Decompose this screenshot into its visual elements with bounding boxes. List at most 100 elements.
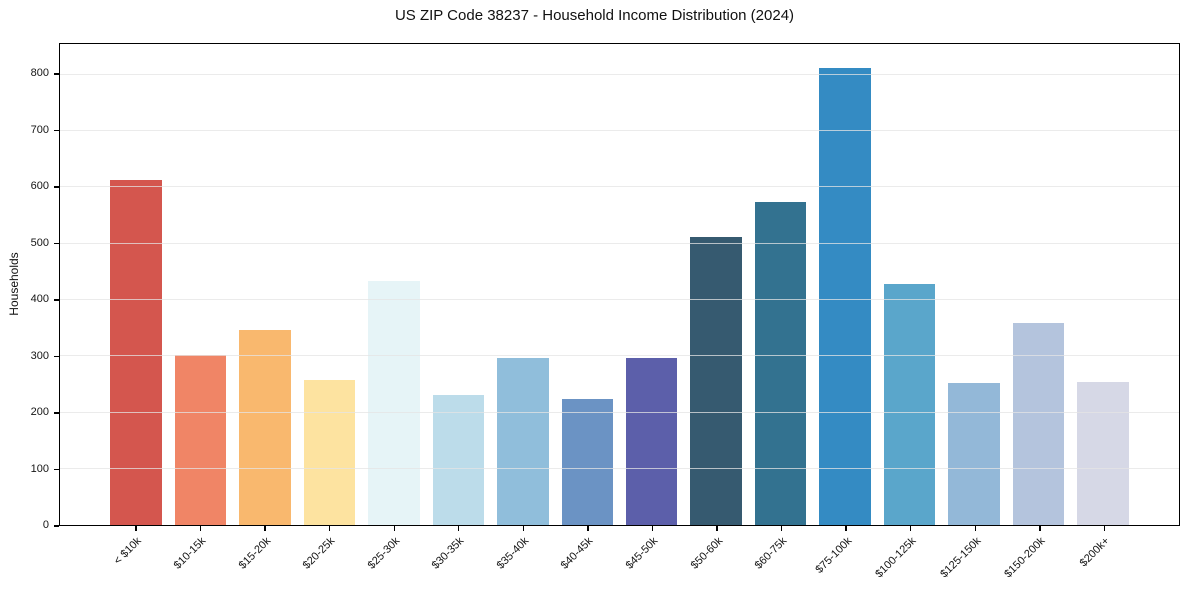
- plot-area: [59, 43, 1180, 526]
- x-slot: < $10k: [103, 526, 168, 590]
- x-tick-label: $200k+: [1077, 535, 1113, 570]
- x-tick-mark: [587, 526, 589, 531]
- bar-< $10k: [110, 180, 162, 525]
- bar-slot: [233, 44, 297, 525]
- x-tick-mark: [393, 526, 395, 531]
- x-tick-label: $150-200k: [1002, 535, 1048, 581]
- x-slot: $25-30k: [361, 526, 426, 590]
- x-tick-mark: [716, 526, 718, 531]
- x-slot: $60-75k: [749, 526, 814, 590]
- x-tick-label: $20-25k: [300, 535, 338, 572]
- y-axis: 0 100 200 300 400 500 600 700 800: [0, 43, 59, 531]
- x-axis: < $10k $10-15k $15-20k $20-25k $25-30k $30-35…: [59, 526, 1180, 590]
- bar-slot: [297, 44, 361, 525]
- x-tick-label: $100-125k: [873, 535, 919, 581]
- bar-$75-100k: [819, 68, 871, 525]
- x-slot: $75-100k: [813, 526, 878, 590]
- y-tick-label: 400: [30, 293, 49, 306]
- bar-slot: [168, 44, 232, 525]
- y-tick-label: 700: [30, 123, 49, 136]
- bar-$100-125k: [883, 284, 936, 525]
- x-tick-mark: [522, 526, 525, 531]
- y-tick-label: 600: [30, 180, 49, 193]
- gridline-200: [60, 411, 1179, 413]
- x-slot: $35-40k: [490, 526, 555, 590]
- x-slot: $150-200k: [1002, 526, 1072, 590]
- y-tick-mark: [54, 129, 59, 132]
- x-tick-label: $50-60k: [688, 535, 725, 572]
- bar-$30-35k: [432, 395, 485, 525]
- chart-title: US ZIP Code 38237 - Household Income Dis…: [394, 7, 795, 24]
- x-tick-label: $40-45k: [559, 535, 596, 572]
- x-slot: $100-125k: [873, 526, 943, 590]
- x-tick-mark: [845, 526, 847, 531]
- y-tick-mark: [54, 468, 59, 471]
- x-slot: $200k+: [1071, 526, 1136, 590]
- x-tick-label: $15-20k: [236, 535, 273, 572]
- x-slot: $125-150k: [938, 526, 1007, 590]
- bar-$200k+: [1077, 381, 1129, 525]
- bar-$40-45k: [561, 398, 614, 525]
- bar-slot: [555, 44, 619, 525]
- x-tick-mark: [199, 526, 202, 531]
- gridline-300: [60, 355, 1179, 357]
- x-slot: $45-50k: [620, 526, 685, 590]
- y-tick-mark: [54, 299, 59, 301]
- x-slot: $30-35k: [426, 526, 491, 590]
- gridline-400: [60, 298, 1179, 300]
- gridline-100: [60, 467, 1179, 469]
- bar-$125-150k: [948, 383, 1000, 525]
- x-slot: $20-25k: [297, 526, 362, 590]
- bar-slot: [491, 44, 555, 525]
- gridline-600: [60, 186, 1179, 188]
- bar-slot: [877, 44, 941, 525]
- y-tick-label: 0: [42, 519, 49, 531]
- x-tick-label: $75-100k: [813, 535, 854, 576]
- x-tick-label: $30-35k: [429, 535, 467, 572]
- gridline-700: [60, 130, 1179, 132]
- x-tick-label: $45-50k: [623, 535, 661, 572]
- y-tick-label: 100: [30, 462, 49, 475]
- x-tick-mark: [328, 526, 331, 531]
- x-slot: $10-15k: [168, 526, 233, 590]
- y-tick-mark: [54, 355, 59, 358]
- bar-$50-60k: [690, 236, 742, 525]
- x-tick-label: $35-40k: [494, 535, 532, 572]
- bars-row: [60, 44, 1179, 525]
- x-tick-label: $125-150k: [937, 535, 984, 581]
- bar-slot: [104, 44, 168, 525]
- y-tick-mark: [54, 412, 59, 414]
- y-tick-mark: [54, 242, 59, 245]
- x-tick-mark: [910, 526, 912, 531]
- x-slot: $40-45k: [555, 526, 620, 590]
- x-tick-mark: [264, 526, 266, 531]
- x-tick-mark: [974, 526, 976, 531]
- y-tick-mark: [54, 186, 59, 188]
- y-tick-label: 200: [30, 406, 49, 419]
- bar-$15-20k: [239, 330, 291, 525]
- gridline-500: [60, 242, 1179, 244]
- y-tick-mark: [54, 73, 59, 75]
- x-slot: $15-20k: [232, 526, 297, 590]
- x-tick-mark: [1039, 526, 1041, 531]
- bar-slot: [748, 44, 812, 525]
- bar-$150-200k: [1012, 323, 1065, 525]
- bar-$35-40k: [497, 358, 549, 525]
- x-tick-mark: [135, 526, 137, 531]
- x-tick-mark: [458, 526, 460, 531]
- bar-$45-50k: [625, 358, 678, 525]
- bar-$25-30k: [368, 280, 420, 525]
- bar-$20-25k: [303, 380, 356, 525]
- bar-slot: [620, 44, 684, 525]
- bar-$10-15k: [174, 354, 227, 525]
- x-slot: $50-60k: [684, 526, 749, 590]
- y-tick-label: 500: [30, 236, 49, 249]
- y-tick-mark: [54, 525, 59, 527]
- bar-slot: [813, 44, 877, 525]
- bar-slot: [362, 44, 426, 525]
- x-tick-mark: [651, 526, 654, 531]
- x-tick-label: $60-75k: [752, 535, 790, 572]
- gridline-800: [60, 73, 1179, 75]
- y-tick-label: 300: [30, 349, 49, 362]
